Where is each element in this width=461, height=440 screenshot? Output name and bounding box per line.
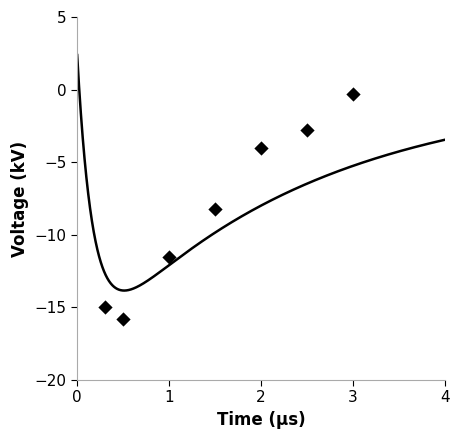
Y-axis label: Voltage (kV): Voltage (kV) [11, 140, 29, 257]
Point [212, 205, 219, 212]
Point [165, 253, 173, 260]
Point [119, 315, 127, 323]
Point [303, 127, 311, 134]
Point [349, 91, 357, 98]
X-axis label: Time (μs): Time (μs) [217, 411, 305, 429]
Point [101, 304, 108, 311]
Point [257, 144, 265, 151]
